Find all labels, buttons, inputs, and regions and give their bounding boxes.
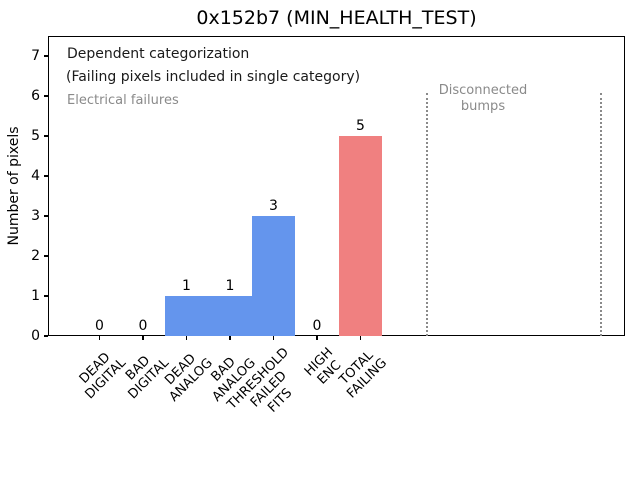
x-tick-label-total-failing: TOTAL FAILING: [336, 348, 390, 402]
x-tick-mark: [98, 336, 101, 340]
bar-total-failing: [338, 136, 383, 336]
annotation-disconnected-bumps: Disconnected bumps: [423, 83, 543, 114]
bar-value-label-bad-analog: 1: [225, 278, 235, 294]
y-tick-label-5: 5: [31, 128, 40, 144]
y-tick-mark: [44, 55, 48, 57]
annotation-dependent-categorization: Dependent categorization: [67, 46, 250, 62]
y-tick-mark: [44, 335, 48, 337]
x-tick-mark: [272, 336, 275, 340]
annotation-disconnected-line2: bumps: [460, 98, 506, 114]
plot-area: [48, 36, 625, 336]
chart-title: 0x152b7 (MIN_HEALTH_TEST): [196, 7, 477, 29]
separator-dotted-line-1: [426, 93, 428, 336]
y-tick-mark: [44, 135, 48, 137]
bar-value-label-dead-analog: 1: [182, 278, 191, 294]
bar-value-label-dead-digital: 0: [95, 318, 104, 334]
x-tick-mark: [359, 336, 362, 340]
x-tick-mark: [229, 336, 231, 340]
separator-dotted-line-2: [599, 93, 602, 336]
bar-value-label-bad-digital: 0: [138, 318, 148, 334]
y-tick-label-3: 3: [31, 208, 40, 224]
x-tick-mark: [316, 336, 318, 340]
annotation-electrical-failures: Electrical failures: [67, 93, 179, 108]
y-tick-label-1: 1: [31, 288, 40, 304]
bar-threshold-failed-fits: [251, 216, 296, 336]
bar-value-label-threshold-failed-fits: 3: [269, 198, 278, 214]
y-tick-label-4: 4: [31, 168, 40, 184]
y-tick-label-2: 2: [31, 248, 40, 264]
y-tick-mark: [44, 175, 48, 177]
annotation-disconnected-line1: Disconnected: [438, 83, 528, 98]
y-tick-mark: [44, 95, 48, 97]
y-tick-label-6: 6: [31, 88, 40, 104]
bar-value-label-total-failing: 5: [356, 118, 365, 134]
y-tick-label-7: 7: [31, 48, 40, 64]
y-tick-mark: [44, 255, 48, 257]
bar-bad-analog: [208, 296, 252, 336]
y-axis-label: Number of pixels: [6, 126, 22, 246]
x-tick-mark: [185, 336, 188, 340]
bar-dead-analog: [164, 296, 209, 336]
y-tick-mark: [44, 295, 48, 297]
annotation-failing-pixels-note: (Failing pixels included in single categ…: [66, 69, 361, 85]
bar-value-label-high-enc: 0: [312, 318, 322, 334]
y-tick-mark: [44, 215, 48, 217]
y-tick-label-0: 0: [31, 328, 40, 344]
x-tick-mark: [142, 336, 144, 340]
